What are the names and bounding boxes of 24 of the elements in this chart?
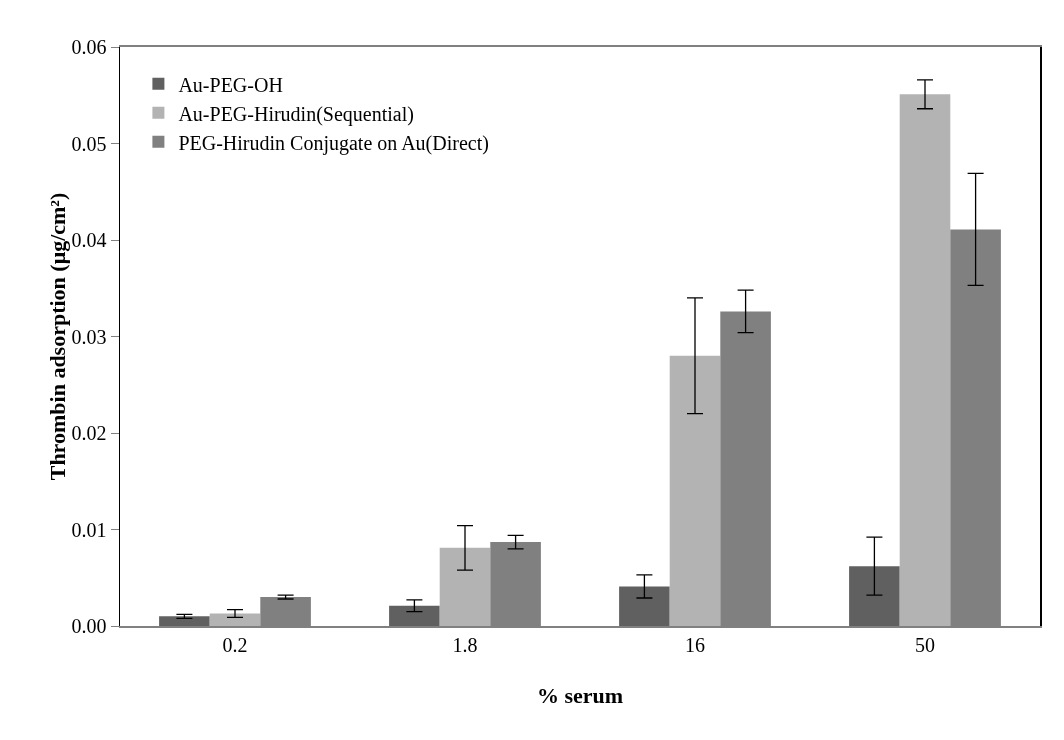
bar [159, 616, 210, 626]
x-tick-label: 16 [685, 634, 705, 656]
bar [439, 547, 491, 626]
bar [669, 355, 721, 626]
x-tick-label: 1.8 [452, 634, 478, 656]
x-tick-label: 50 [915, 634, 935, 656]
y-tick-label: 0.04 [71, 229, 107, 251]
y-tick-label: 0.05 [71, 132, 107, 155]
bar [899, 94, 951, 626]
bar [209, 613, 261, 626]
legend-label: Au-PEG-Hirudin(Sequential) [178, 102, 414, 126]
legend-label: PEG-Hirudin Conjugate on Au(Direct) [178, 131, 489, 155]
x-axis-title: % serum [536, 683, 624, 708]
y-tick-label: 0.00 [71, 615, 107, 637]
bar [619, 586, 670, 626]
legend-label: Au-PEG-OH [178, 73, 283, 96]
y-tick-label: 0.06 [71, 36, 107, 58]
bar [849, 566, 900, 626]
y-tick-label: 0.02 [71, 422, 107, 444]
y-tick-label: 0.03 [71, 325, 107, 348]
x-tick-label: 0.2 [222, 634, 248, 656]
y-tick-label: 0.01 [71, 518, 107, 541]
y-axis-title: Thrombin adsorption (μg/cm²) [44, 192, 70, 481]
bar [389, 605, 440, 626]
